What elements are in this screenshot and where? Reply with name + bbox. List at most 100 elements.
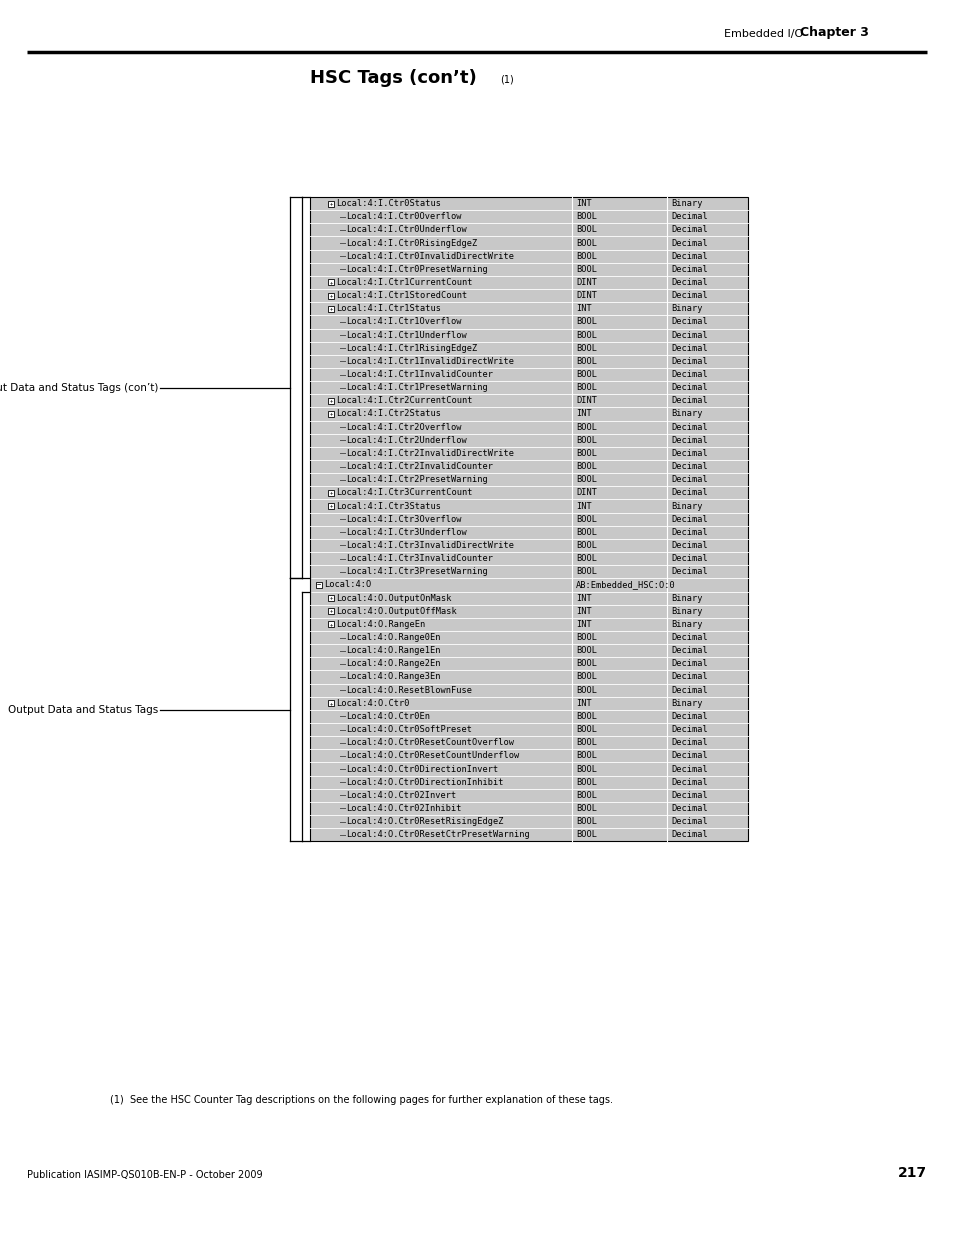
Text: +: + <box>329 504 333 509</box>
Bar <box>310 578 747 592</box>
Text: BOOL: BOOL <box>576 383 597 393</box>
Text: +: + <box>329 490 333 495</box>
Text: Local:4:I.Ctr2PresetWarning: Local:4:I.Ctr2PresetWarning <box>346 475 487 484</box>
Bar <box>310 592 747 605</box>
Text: BOOL: BOOL <box>576 764 597 773</box>
Text: Local:4:O.Ctr0DirectionInhibit: Local:4:O.Ctr0DirectionInhibit <box>346 778 503 787</box>
Text: Decimal: Decimal <box>670 396 707 405</box>
Text: DINT: DINT <box>576 291 597 300</box>
Text: Local:4:O.Range1En: Local:4:O.Range1En <box>346 646 440 656</box>
Bar <box>310 433 747 447</box>
Text: BOOL: BOOL <box>576 634 597 642</box>
Text: Local:4:O.Ctr0ResetRisingEdgeZ: Local:4:O.Ctr0ResetRisingEdgeZ <box>346 818 503 826</box>
Text: Decimal: Decimal <box>670 739 707 747</box>
Text: INT: INT <box>576 199 591 207</box>
Bar <box>310 566 747 578</box>
Bar <box>310 408 747 421</box>
Bar <box>310 631 747 645</box>
Text: Binary: Binary <box>670 501 701 510</box>
Text: Decimal: Decimal <box>670 291 707 300</box>
Text: Decimal: Decimal <box>670 331 707 340</box>
Text: BOOL: BOOL <box>576 357 597 366</box>
Text: BOOL: BOOL <box>576 331 597 340</box>
Text: BOOL: BOOL <box>576 804 597 813</box>
Text: DINT: DINT <box>576 488 597 498</box>
Text: +: + <box>329 306 333 311</box>
Text: Decimal: Decimal <box>670 343 707 353</box>
Text: DINT: DINT <box>576 396 597 405</box>
Text: Binary: Binary <box>670 620 701 629</box>
Text: Local:4:I.Ctr2InvalidCounter: Local:4:I.Ctr2InvalidCounter <box>346 462 493 471</box>
Text: Binary: Binary <box>670 410 701 419</box>
Text: Binary: Binary <box>670 699 701 708</box>
Text: Publication IASIMP-QS010B-EN-P - October 2009: Publication IASIMP-QS010B-EN-P - October… <box>27 1170 262 1179</box>
Bar <box>310 459 747 473</box>
Text: +: + <box>329 622 333 627</box>
Text: Decimal: Decimal <box>670 422 707 431</box>
Text: Local:4:I.Ctr2InvalidDirectWrite: Local:4:I.Ctr2InvalidDirectWrite <box>346 450 514 458</box>
Text: Local:4:O.RangeEn: Local:4:O.RangeEn <box>335 620 425 629</box>
Text: AB:Embedded_HSC:O:0: AB:Embedded_HSC:O:0 <box>576 580 675 589</box>
Text: Decimal: Decimal <box>670 673 707 682</box>
Text: Decimal: Decimal <box>670 659 707 668</box>
Text: Input Data and Status Tags (con’t): Input Data and Status Tags (con’t) <box>0 383 158 393</box>
Bar <box>310 382 747 394</box>
Text: Decimal: Decimal <box>670 383 707 393</box>
Bar <box>310 750 747 762</box>
Bar <box>328 398 334 404</box>
Text: Local:4:I.Ctr1CurrentCount: Local:4:I.Ctr1CurrentCount <box>335 278 472 287</box>
Text: BOOL: BOOL <box>576 830 597 840</box>
Text: Decimal: Decimal <box>670 646 707 656</box>
Text: BOOL: BOOL <box>576 711 597 721</box>
Text: BOOL: BOOL <box>576 527 597 537</box>
Bar <box>328 608 334 614</box>
Bar <box>328 200 334 206</box>
Text: Decimal: Decimal <box>670 790 707 800</box>
Text: BOOL: BOOL <box>576 739 597 747</box>
Text: Decimal: Decimal <box>670 238 707 247</box>
Bar <box>310 394 747 408</box>
Text: Decimal: Decimal <box>670 475 707 484</box>
Text: Decimal: Decimal <box>670 830 707 840</box>
Text: (1)  See the HSC Counter Tag descriptions on the following pages for further exp: (1) See the HSC Counter Tag descriptions… <box>110 1095 613 1105</box>
Text: Local:4:I.Ctr3Status: Local:4:I.Ctr3Status <box>335 501 440 510</box>
Bar <box>310 829 747 841</box>
Text: Binary: Binary <box>670 304 701 314</box>
Text: Decimal: Decimal <box>670 252 707 261</box>
Text: Local:4:O.OutputOffMask: Local:4:O.OutputOffMask <box>335 606 456 616</box>
Bar <box>310 210 747 224</box>
Text: BOOL: BOOL <box>576 264 597 274</box>
Text: Local:4:I.Ctr1PresetWarning: Local:4:I.Ctr1PresetWarning <box>346 383 487 393</box>
Text: Local:4:I.Ctr3Underflow: Local:4:I.Ctr3Underflow <box>346 527 466 537</box>
Text: Decimal: Decimal <box>670 778 707 787</box>
Text: Output Data and Status Tags: Output Data and Status Tags <box>8 705 158 715</box>
Text: +: + <box>329 201 333 206</box>
Bar <box>328 490 334 496</box>
Bar <box>310 289 747 303</box>
Text: BOOL: BOOL <box>576 343 597 353</box>
Text: Local:4:I.Ctr1Underflow: Local:4:I.Ctr1Underflow <box>346 331 466 340</box>
Text: Decimal: Decimal <box>670 527 707 537</box>
Text: BOOL: BOOL <box>576 751 597 761</box>
Text: INT: INT <box>576 410 591 419</box>
Text: BOOL: BOOL <box>576 238 597 247</box>
Text: Decimal: Decimal <box>670 764 707 773</box>
Bar <box>310 815 747 829</box>
Bar <box>310 657 747 671</box>
Text: Local:4:I.Ctr2Status: Local:4:I.Ctr2Status <box>335 410 440 419</box>
Text: BOOL: BOOL <box>576 673 597 682</box>
Text: BOOL: BOOL <box>576 225 597 235</box>
Bar <box>310 249 747 263</box>
Text: Local:4:I.Ctr0RisingEdgeZ: Local:4:I.Ctr0RisingEdgeZ <box>346 238 476 247</box>
Text: Decimal: Decimal <box>670 278 707 287</box>
Text: BOOL: BOOL <box>576 725 597 734</box>
Text: +: + <box>329 280 333 285</box>
Bar <box>310 683 747 697</box>
Text: Decimal: Decimal <box>670 567 707 577</box>
Text: Decimal: Decimal <box>670 370 707 379</box>
Bar <box>328 279 334 285</box>
Text: Local:4:O.Range0En: Local:4:O.Range0En <box>346 634 440 642</box>
Text: Local:4:O.Range2En: Local:4:O.Range2En <box>346 659 440 668</box>
Text: Local:4:I.Ctr1InvalidDirectWrite: Local:4:I.Ctr1InvalidDirectWrite <box>346 357 514 366</box>
Bar <box>315 582 322 588</box>
